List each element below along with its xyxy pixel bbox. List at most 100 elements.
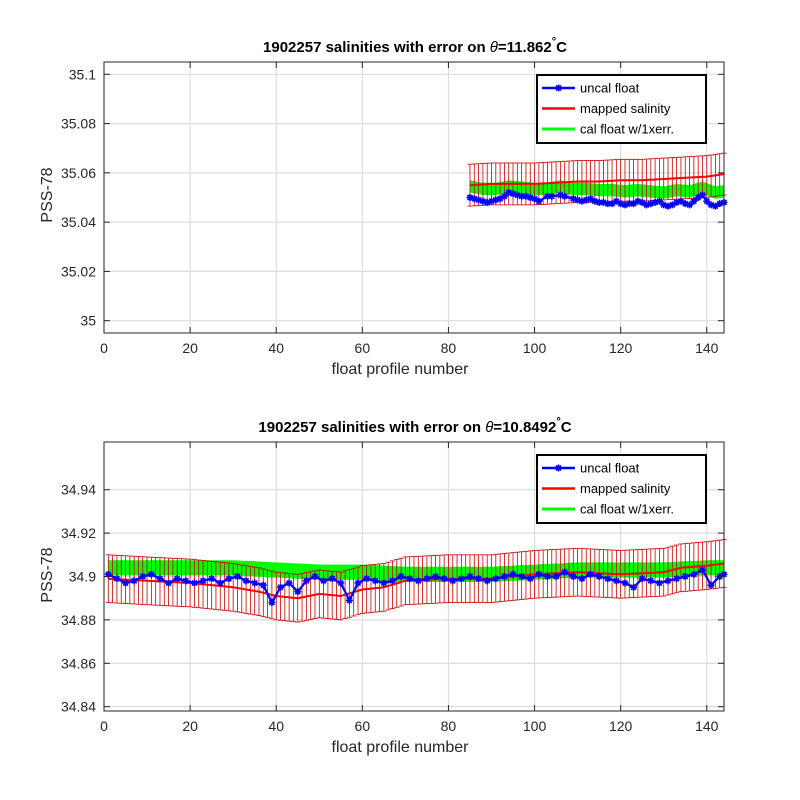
top-uncal-float-point [664, 202, 672, 210]
bottom-uncal-float-point [225, 575, 233, 583]
bottom-uncal-float-point [363, 575, 371, 583]
top-uncal-float-point [466, 194, 474, 201]
top-uncal-float-point [668, 201, 676, 209]
top-uncal-float-point [647, 200, 655, 208]
bottom-uncal-float-point [655, 579, 663, 587]
top-uncal-float-point [505, 189, 513, 197]
top-uncal-float-point [591, 197, 599, 205]
top-uncal-float-point [655, 197, 663, 205]
bottom-uncal-float-point [139, 573, 147, 580]
top-legend-label: uncal float [580, 81, 640, 96]
bottom-uncal-float-point [302, 577, 310, 585]
bottom-y-tick-label: 34.88 [61, 612, 96, 628]
bottom-uncal-float-point [673, 575, 681, 583]
top-legend-label: cal float w/1xerr. [580, 122, 674, 137]
top-uncal-float-point [638, 198, 646, 206]
top-uncal-float-point [698, 191, 706, 199]
top-uncal-float-point [643, 201, 650, 209]
bottom-x-tick-label: 120 [609, 718, 633, 734]
top-uncal-float-point [470, 195, 478, 203]
top-y-tick-label: 35.1 [69, 66, 96, 82]
bottom-y-tick-label: 34.9 [69, 569, 96, 585]
top-uncal-float-point [681, 200, 689, 208]
bottom-uncal-float-point [113, 575, 121, 583]
top-uncal-float-point [630, 200, 638, 208]
top-uncal-float-point [677, 197, 685, 205]
top-uncal-float-point [513, 191, 521, 199]
top-uncal-float-point [500, 192, 508, 200]
top-uncal-float-point [578, 197, 586, 205]
bottom-uncal-float-point [690, 570, 698, 578]
top-uncal-float-point [595, 198, 603, 206]
top-uncal-float-point [690, 197, 698, 205]
bottom-uncal-float-point [380, 579, 388, 587]
bottom-y-tick-label: 34.86 [61, 655, 96, 671]
bottom-uncal-float-point [233, 573, 241, 580]
bottom-x-tick-label: 60 [355, 718, 371, 734]
bottom-uncal-float-point [268, 599, 276, 607]
top-uncal-float-point [548, 192, 556, 200]
bottom-uncal-float-point [457, 575, 465, 583]
top-uncal-float-point [483, 198, 491, 206]
bottom-uncal-float-point [561, 568, 569, 576]
top-uncal-float-point [608, 200, 616, 208]
bottom-y-tick-label: 34.94 [61, 482, 96, 498]
bottom-uncal-float-point [449, 577, 457, 585]
top-uncal-float-point [543, 192, 551, 200]
bottom-uncal-float-point [165, 579, 173, 587]
bottom-legend: uncal float mapped salinity cal float w/1x… [536, 454, 707, 524]
bottom-uncal-float-point [345, 596, 353, 604]
top-x-tick-label: 20 [182, 340, 198, 356]
bottom-uncal-float-point [208, 575, 216, 583]
bottom-uncal-float-point [552, 573, 560, 580]
top-uncal-float-point [509, 190, 517, 198]
top-uncal-float-point [522, 192, 530, 200]
top-uncal-float-point [496, 195, 504, 203]
top-x-axis-label: float profile number [332, 361, 470, 378]
bottom-uncal-float-point [406, 575, 414, 583]
bottom-uncal-float-point [535, 570, 543, 578]
bottom-uncal-float-point [587, 570, 595, 578]
top-uncal-float-point [479, 197, 487, 205]
bottom-uncal-float-point [681, 573, 689, 580]
bottom-uncal-float-point [509, 570, 517, 578]
bottom-x-tick-label: 100 [523, 718, 547, 734]
bottom-legend-label: uncal float [580, 461, 640, 476]
bottom-uncal-float-point [630, 583, 638, 591]
top-uncal-float-point [660, 201, 668, 209]
bottom-uncal-float-point [285, 579, 293, 587]
bottom-x-tick-label: 80 [441, 718, 457, 734]
bottom-uncal-float-point [156, 575, 164, 583]
top-y-axis-label: PSS-78 [39, 167, 56, 222]
bottom-legend-label: mapped salinity [580, 481, 671, 496]
bottom-uncal-float-point [500, 573, 508, 580]
bottom-uncal-float-point [337, 579, 345, 587]
top-uncal-float-point [569, 195, 577, 203]
bottom-uncal-float-point [466, 573, 474, 580]
top-uncal-float-point [651, 198, 659, 206]
bottom-chart-title: 1902257 salinities with error on θ=10.84… [258, 416, 571, 436]
top-uncal-float-point [526, 194, 534, 201]
top-uncal-float-point [535, 197, 543, 205]
bottom-uncal-float-point [147, 570, 155, 578]
bottom-uncal-float-markers [104, 566, 728, 607]
bottom-uncal-float-point [612, 577, 620, 585]
bottom-uncal-float-point [475, 575, 483, 583]
bottom-y-tick-label: 34.92 [61, 525, 96, 541]
bottom-uncal-float-point [173, 575, 181, 583]
bottom-uncal-float-point [259, 581, 267, 589]
top-x-tick-label: 120 [609, 340, 633, 356]
top-uncal-float-point [604, 200, 612, 208]
top-uncal-float-point [492, 196, 500, 204]
bottom-x-tick-label: 0 [100, 718, 108, 734]
top-uncal-float-point [561, 192, 569, 200]
top-uncal-float-point [475, 196, 483, 204]
top-uncal-float-point [621, 201, 629, 209]
bottom-uncal-float-point [707, 581, 715, 589]
top-uncal-float-point [634, 197, 642, 205]
bottom-uncal-float-point [638, 575, 646, 583]
bottom-uncal-float-point [698, 566, 706, 574]
top-uncal-float-point [703, 197, 711, 205]
bottom-x-tick-label: 40 [268, 718, 284, 734]
